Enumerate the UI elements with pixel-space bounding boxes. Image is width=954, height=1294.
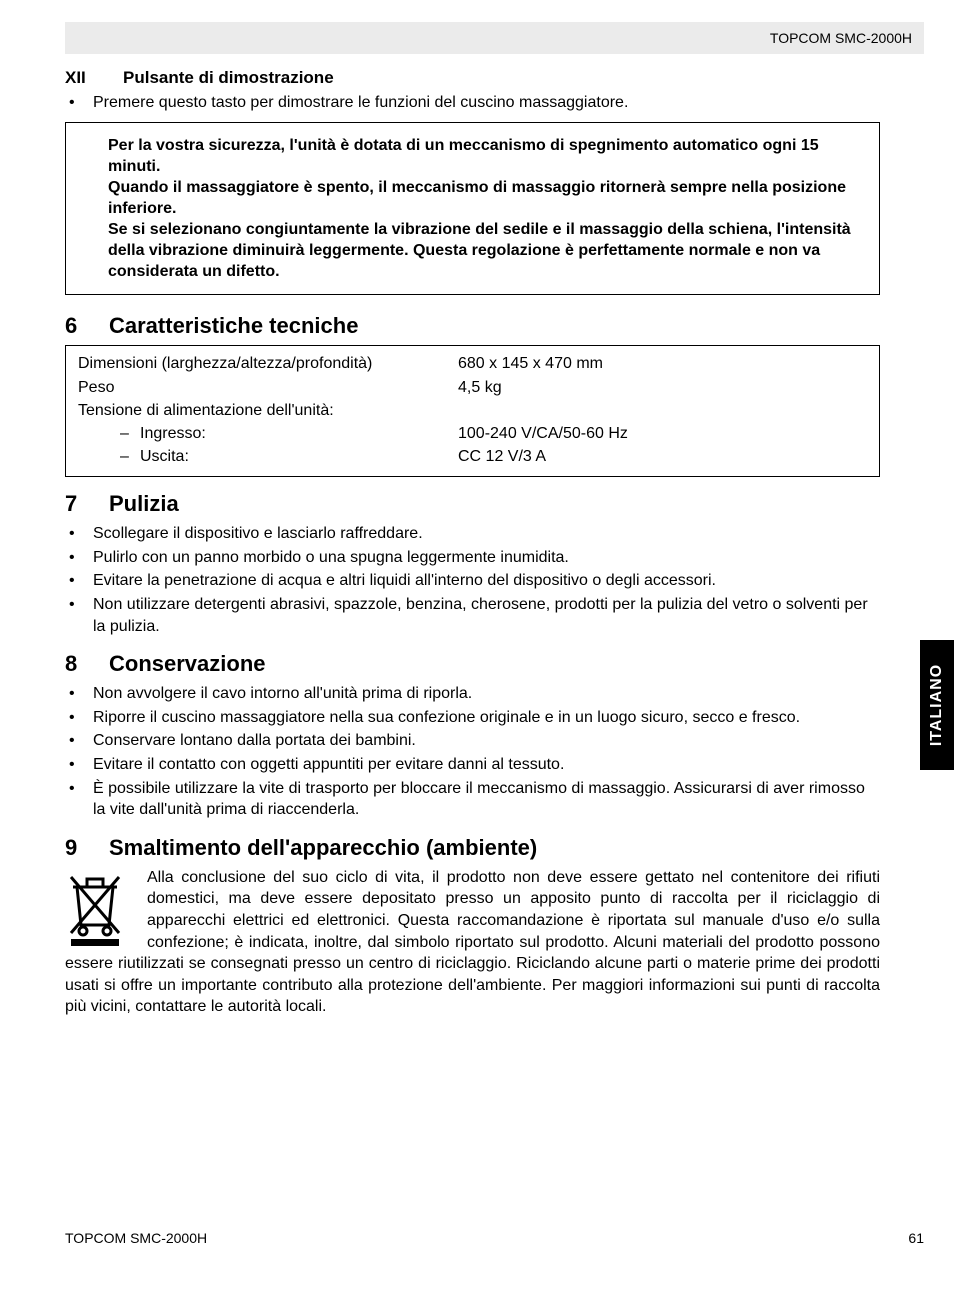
spec-value: 4,5 kg bbox=[458, 376, 867, 399]
section-6-number: 6 bbox=[65, 313, 109, 339]
language-tab-label: ITALIANO bbox=[928, 664, 946, 746]
section-7-heading: 7Pulizia bbox=[65, 491, 880, 517]
list-item: Conservare lontano dalla portata dei bam… bbox=[65, 730, 880, 752]
list-item: Non avvolgere il cavo intorno all'unità … bbox=[65, 683, 880, 705]
spec-label: Dimensioni (larghezza/altezza/profondità… bbox=[78, 352, 458, 375]
language-tab: ITALIANO bbox=[920, 640, 954, 770]
section-9-title: Smaltimento dell'apparecchio (ambiente) bbox=[109, 835, 537, 860]
table-row: –Ingresso: 100-240 V/CA/50-60 Hz bbox=[78, 422, 867, 445]
weee-icon bbox=[65, 871, 133, 952]
section-9-number: 9 bbox=[65, 835, 109, 861]
spec-label: Peso bbox=[78, 376, 458, 399]
list-item: È possibile utilizzare la vite di traspo… bbox=[65, 778, 880, 821]
section-9-heading: 9Smaltimento dell'apparecchio (ambiente) bbox=[65, 835, 880, 861]
section-xii-heading: XIIPulsante di dimostrazione bbox=[65, 68, 880, 88]
section-7-title: Pulizia bbox=[109, 491, 179, 516]
disposal-block: Alla conclusione del suo ciclo di vita, … bbox=[65, 867, 880, 1018]
safety-note-box: Per la vostra sicurezza, l'unità è dotat… bbox=[65, 122, 880, 296]
header-bar: TOPCOM SMC-2000H bbox=[65, 22, 924, 54]
section-7-number: 7 bbox=[65, 491, 109, 517]
section-8-list: Non avvolgere il cavo intorno all'unità … bbox=[65, 683, 880, 821]
list-item: Riporre il cuscino massaggiatore nella s… bbox=[65, 707, 880, 729]
list-item: Evitare la penetrazione di acqua e altri… bbox=[65, 570, 880, 592]
table-row: Dimensioni (larghezza/altezza/profondità… bbox=[78, 352, 867, 375]
safety-line: Per la vostra sicurezza, l'unità è dotat… bbox=[108, 135, 869, 177]
page-footer: TOPCOM SMC-2000H 61 bbox=[65, 1230, 924, 1246]
table-row: –Uscita: CC 12 V/3 A bbox=[78, 445, 867, 468]
spec-value: 680 x 145 x 470 mm bbox=[458, 352, 867, 375]
section-xii-list: Premere questo tasto per dimostrare le f… bbox=[65, 92, 880, 114]
section-xii-number: XII bbox=[65, 68, 123, 88]
footer-page-number: 61 bbox=[908, 1230, 924, 1246]
header-product: TOPCOM SMC-2000H bbox=[770, 30, 912, 46]
section-6-heading: 6Caratteristiche tecniche bbox=[65, 313, 880, 339]
table-row: Tensione di alimentazione dell'unità: bbox=[78, 399, 867, 422]
list-item: Evitare il contatto con oggetti appuntit… bbox=[65, 754, 880, 776]
list-item: Scollegare il dispositivo e lasciarlo ra… bbox=[65, 523, 880, 545]
spec-value: 100-240 V/CA/50-60 Hz bbox=[458, 422, 867, 445]
tech-spec-table: Dimensioni (larghezza/altezza/profondità… bbox=[65, 345, 880, 477]
page: TOPCOM SMC-2000H XIIPulsante di dimostra… bbox=[0, 0, 954, 1294]
spec-value bbox=[458, 399, 867, 422]
safety-line: Se si selezionano congiuntamente la vibr… bbox=[108, 219, 869, 282]
list-item: Pulirlo con un panno morbido o una spugn… bbox=[65, 547, 880, 569]
section-8-title: Conservazione bbox=[109, 651, 266, 676]
safety-line: Quando il massaggiatore è spento, il mec… bbox=[108, 177, 869, 219]
disposal-text: Alla conclusione del suo ciclo di vita, … bbox=[65, 867, 880, 1018]
section-8-number: 8 bbox=[65, 651, 109, 677]
section-7-list: Scollegare il dispositivo e lasciarlo ra… bbox=[65, 523, 880, 637]
section-6-title: Caratteristiche tecniche bbox=[109, 313, 358, 338]
section-xii-title: Pulsante di dimostrazione bbox=[123, 68, 334, 87]
section-8-heading: 8Conservazione bbox=[65, 651, 880, 677]
spec-value: CC 12 V/3 A bbox=[458, 445, 867, 468]
content-area: XIIPulsante di dimostrazione Premere que… bbox=[65, 68, 880, 1018]
spec-label: Tensione di alimentazione dell'unità: bbox=[78, 399, 458, 422]
spec-sublabel: –Uscita: bbox=[78, 445, 458, 468]
footer-product: TOPCOM SMC-2000H bbox=[65, 1230, 207, 1246]
spec-sublabel: –Ingresso: bbox=[78, 422, 458, 445]
table-row: Peso 4,5 kg bbox=[78, 376, 867, 399]
list-item: Premere questo tasto per dimostrare le f… bbox=[65, 92, 880, 114]
list-item: Non utilizzare detergenti abrasivi, spaz… bbox=[65, 594, 880, 637]
